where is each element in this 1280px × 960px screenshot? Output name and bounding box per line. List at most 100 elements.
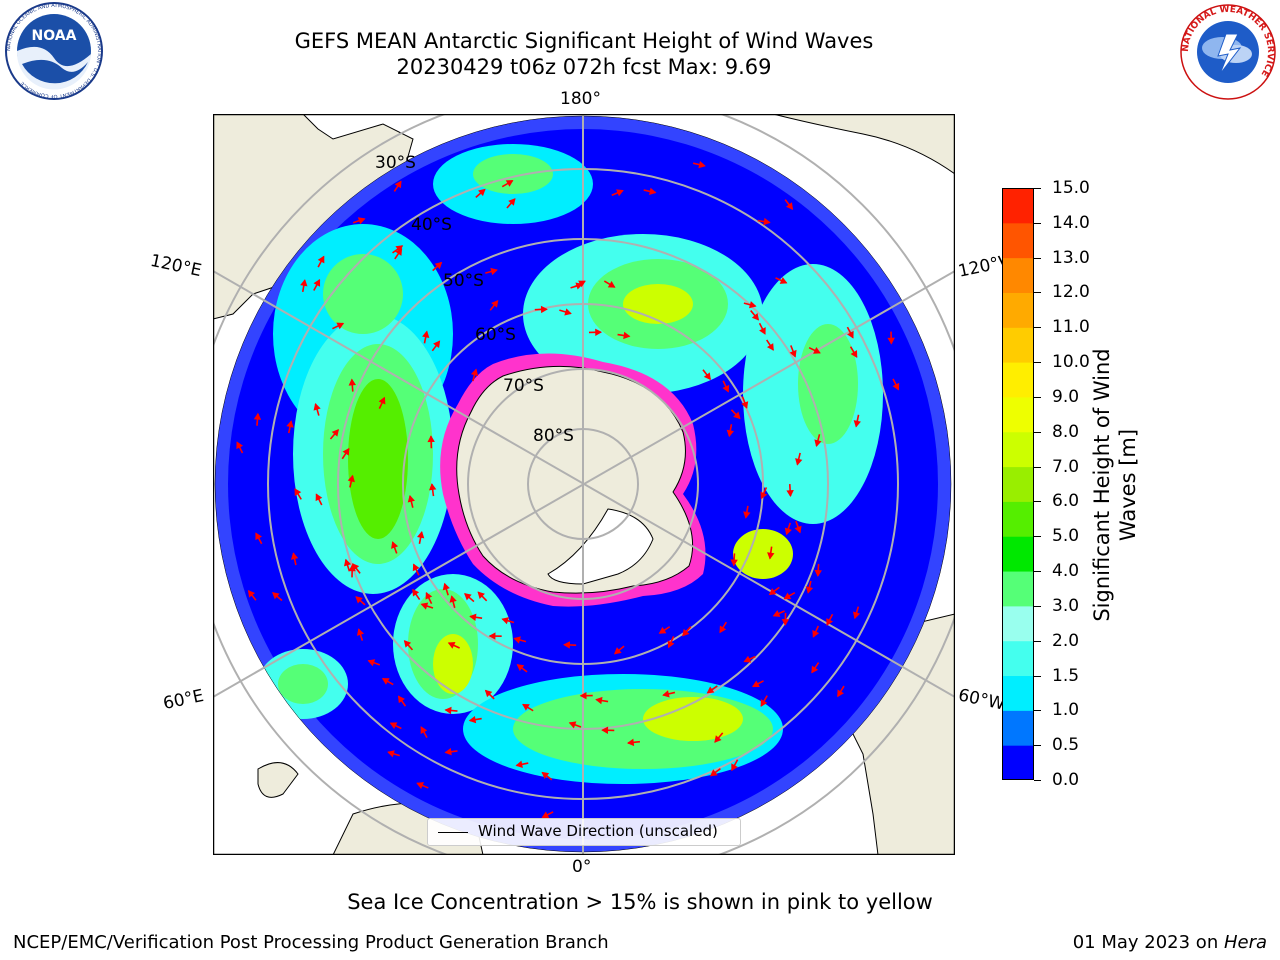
wind-wave-arrowhead [508,198,516,206]
wind-wave-arrowhead [813,347,821,354]
colorbar-swatch [1002,571,1034,607]
wind-wave-arrowhead [767,552,775,560]
wind-wave-arrowhead [412,588,420,597]
colorbar-label-line1: Significant Height of Wind [1090,348,1114,622]
colorbar-tick-label: 12.0 [1052,282,1090,303]
colorbar-swatch [1002,605,1034,642]
wind-wave-arrowhead [722,384,730,393]
polar-map: 30°S 40°S 50°S 60°S 70°S 80°S [213,114,955,855]
colorbar-tick-mark [1034,188,1041,189]
wind-wave-arrowhead [290,552,299,560]
colorbar-swatch [1002,710,1034,746]
wind-wave-arrowhead [698,160,706,169]
colorbar-tick-label: 14.0 [1052,212,1090,233]
wind-wave-arrowhead [442,582,450,591]
wind-wave-arrowhead [343,558,352,567]
wind-wave-arrowhead [428,483,437,491]
wind-wave-arrowhead [786,490,794,498]
wind-wave-arrowhead [783,592,792,600]
wind-wave-arrowhead [342,447,350,456]
wind-wave-arrowhead [484,689,493,698]
wind-wave-arrowhead [420,602,429,610]
footer-date: 01 May 2023 on Hera [1073,932,1267,953]
wind-wave-arrowhead [490,267,498,276]
wind-wave-arrowhead [595,328,603,337]
wind-wave-arrowhead [355,596,363,604]
wind-wave-arrowhead [760,491,768,500]
wind-wave-arrowhead [367,659,376,667]
wind-wave-arrowhead [595,696,603,705]
lon-label-60w: 60°W [956,685,1007,715]
wind-wave-arrowhead [794,525,802,534]
wind-wave-arrowhead [491,299,499,308]
wind-wave-arrowhead [331,429,339,437]
wind-wave-arrowhead [317,255,325,264]
colorbar-swatch [1002,431,1034,468]
colorbar-swatch [1002,745,1034,780]
wind-wave-arrowhead [347,474,355,483]
wind-wave-arrowhead [626,738,635,747]
wind-wave-arrowhead [733,411,741,420]
colorbar-swatch [1002,396,1034,433]
wind-wave-arrowhead [407,494,415,503]
wind-wave-arrowhead [887,337,895,345]
wind-wave-arrowhead [464,593,472,601]
wind-wave-arrowhead [850,350,858,358]
lat-label-30s: 30°S [375,153,416,173]
wind-wave-arrowhead [470,368,479,377]
wind-wave-arrowhead [811,665,819,674]
wind-wave-arrowhead [847,330,854,339]
colorbar-tick-label: 6.0 [1052,491,1080,512]
colorbar-tick-mark [1034,675,1041,677]
colorbar-tick-label: 1.5 [1052,665,1080,686]
wind-wave-arrowhead [575,282,584,290]
wind-wave-arrowhead [294,488,302,496]
wind-wave-arrowhead [387,750,395,758]
noaa-logo-text: NOAA [32,28,77,44]
wind-wave-arrowhead [315,493,323,502]
colorbar-swatch [1002,257,1034,293]
wind-wave-arrowhead [719,625,727,634]
wind-wave-arrowhead [763,217,771,226]
wind-wave-arrowhead [395,248,403,256]
wind-wave-arrowhead [352,563,360,571]
wind-wave-arrowhead [741,401,749,409]
colorbar-tick-mark [1034,466,1041,468]
wind-wave-arrowhead [444,748,452,756]
wind-wave-arrowhead [389,722,398,730]
wind-wave-arrowhead [253,412,262,420]
wind-wave-arrowhead [478,188,486,197]
wind-wave-arrowhead [381,678,390,685]
colorbar-tick-label: 0.0 [1052,770,1080,790]
lat-label-80s: 80°S [533,426,574,446]
wind-wave-arrowhead [789,349,797,358]
wind-wave-arrowhead [814,569,822,577]
colorbar-swatch [1002,501,1034,537]
colorbar-swatch [1002,327,1034,363]
wind-wave-arrowhead [703,372,711,381]
lon-label-120e: 120°E [148,250,204,282]
colorbar-swatch [1002,222,1034,259]
wind-wave-arrowhead [779,277,788,284]
colorbar-label-line2: Waves [m] [1116,428,1140,542]
wind-wave-arrowhead [623,331,631,340]
wind-wave-arrowhead [300,279,308,287]
colorbar-tick-mark [1034,710,1041,712]
wind-wave-arrowhead [412,563,420,572]
wind-wave-arrowhead [247,589,256,598]
wind-wave-arrowhead [726,429,734,438]
colorbar-tick-label: 8.0 [1052,421,1080,442]
colorbar-tick-label: 15.0 [1052,178,1090,198]
wind-wave-arrowhead [795,458,803,466]
chart-subtitle: 20230429 t06z 072h fcst Max: 9.69 [396,55,772,79]
wind-wave-arrowhead [468,715,477,724]
wind-wave-arrowhead [743,655,752,663]
colorbar-tick-mark [1034,571,1041,573]
colorbar-tick-label: 7.0 [1052,456,1080,477]
wind-wave-arrowhead [751,312,760,321]
lat-label-60s: 60°S [475,325,516,345]
wind-wave-arrowhead [662,690,670,698]
colorbar-swatch [1002,292,1034,328]
wind-wave-arrowhead [378,396,386,405]
wind-wave-arrowhead [348,378,357,386]
